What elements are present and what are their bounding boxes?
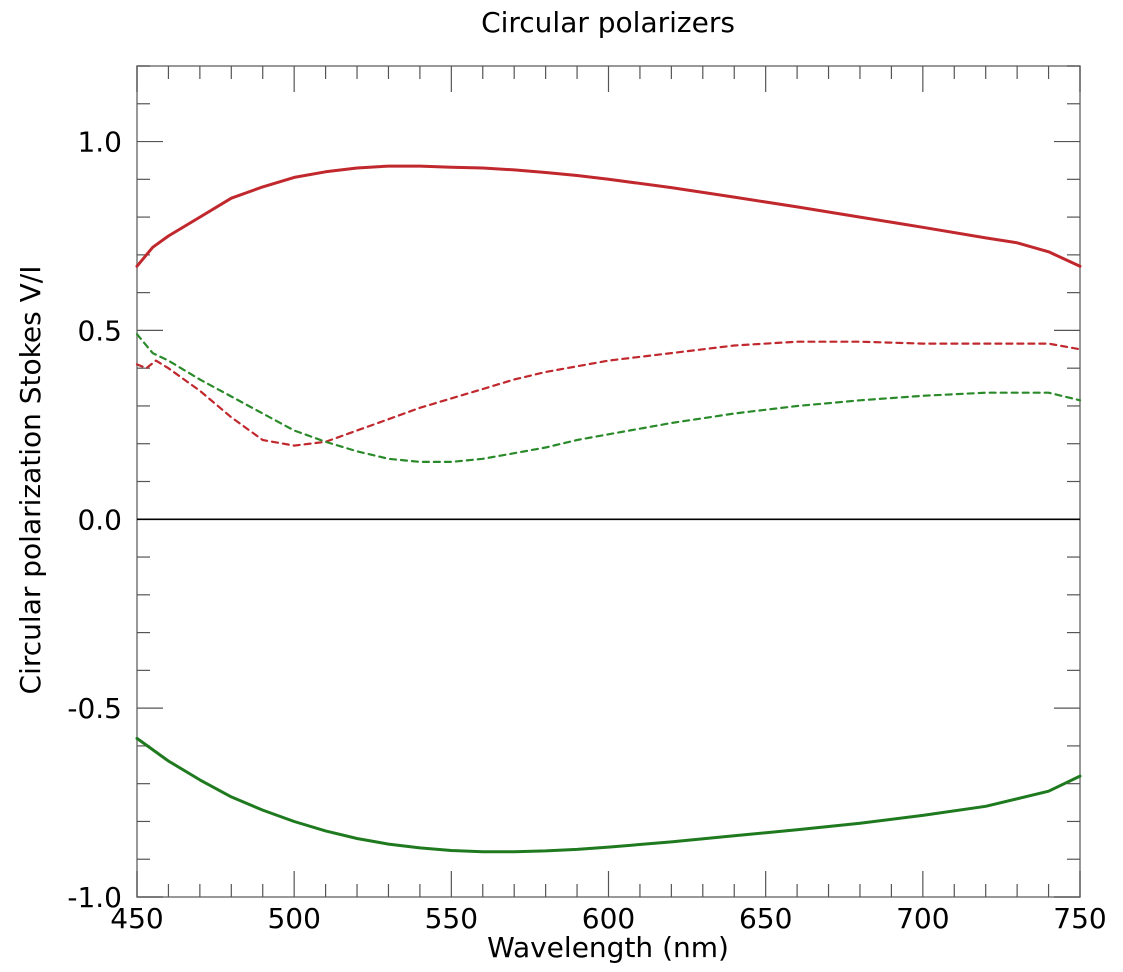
y-tick-label: -0.5 [67, 692, 122, 725]
y-tick-label: -1.0 [67, 881, 122, 914]
x-tick-label: 550 [425, 902, 478, 935]
x-tick-label: 650 [739, 902, 792, 935]
x-tick-label: 750 [1053, 902, 1106, 935]
x-tick-label: 700 [896, 902, 949, 935]
series-line-3 [135, 333, 1082, 463]
plot-frame [136, 65, 1081, 898]
chart-title: Circular polarizers [481, 6, 735, 39]
y-tick-label: 0.0 [77, 503, 122, 536]
x-tick-label: 450 [110, 902, 163, 935]
series-line-4 [135, 736, 1082, 854]
y-tick-label: 1.0 [77, 126, 122, 159]
x-axis-label: Wavelength (nm) [487, 931, 729, 964]
x-tick-label: 500 [267, 902, 320, 935]
x-tick-label: 600 [582, 902, 635, 935]
y-tick-label: 0.5 [77, 314, 122, 347]
series-line-2 [135, 340, 1082, 447]
series-line-1 [135, 164, 1082, 268]
y-axis-label: Circular polarization Stokes V/I [14, 266, 47, 695]
plot-area: 450 500 550 600 650 700 750 -1.0 -0.5 0.0 0.5 1.0 [67, 65, 1107, 935]
